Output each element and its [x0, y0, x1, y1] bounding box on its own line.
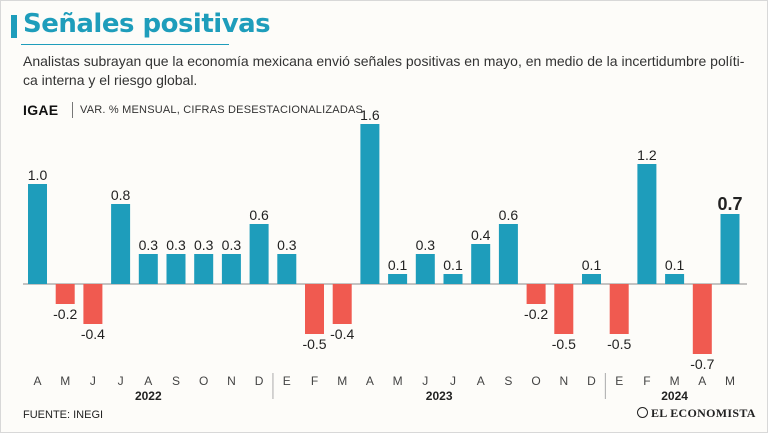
bar [332, 284, 352, 324]
data-label: 0.6 [499, 207, 519, 223]
x-tick-label: S [504, 374, 512, 388]
indicator-separator [72, 102, 73, 118]
data-label: -0.4 [81, 326, 105, 342]
data-label: 1.0 [28, 167, 48, 183]
x-tick-label: N [227, 374, 236, 388]
data-label: 1.6 [360, 107, 380, 123]
brand-logo: EL ECONOMISTA [637, 406, 756, 421]
data-label: 0.1 [443, 257, 463, 273]
bar [166, 254, 186, 284]
bar [388, 274, 408, 284]
x-tick-label: J [422, 374, 428, 388]
bar [360, 124, 380, 284]
x-tick-label: O [531, 374, 540, 388]
data-label: 0.3 [416, 237, 436, 253]
x-tick-label: M [60, 374, 70, 388]
data-label: 0.6 [249, 207, 269, 223]
x-tick-label: A [144, 374, 152, 388]
x-tick-label: S [172, 374, 180, 388]
data-label: 0.3 [194, 237, 214, 253]
bar [277, 254, 297, 284]
data-label: -0.5 [552, 336, 576, 352]
x-tick-label: A [366, 374, 374, 388]
data-label: 0.8 [111, 187, 131, 203]
title-accent-bar [11, 15, 17, 38]
bar [138, 254, 158, 284]
data-label: 1.2 [637, 147, 657, 163]
x-tick-label: A [33, 374, 41, 388]
data-label: -0.5 [302, 336, 326, 352]
bar [720, 214, 740, 284]
bar [637, 164, 657, 284]
x-tick-label: M [337, 374, 347, 388]
data-label: 0.1 [388, 257, 408, 273]
bar [692, 284, 712, 354]
data-label: 0.3 [139, 237, 159, 253]
x-tick-label: A [698, 374, 706, 388]
bar [83, 284, 103, 324]
x-tick-label: J [90, 374, 96, 388]
page-title: Señales positivas [23, 9, 271, 39]
bar [55, 284, 75, 304]
bar [249, 224, 269, 284]
bar [415, 254, 435, 284]
x-tick-label: J [450, 374, 456, 388]
x-tick-label: M [725, 374, 735, 388]
x-tick-label: D [255, 374, 264, 388]
units-label: VAR. % MENSUAL, CIFRAS DESESTACIONALIZAD… [80, 104, 364, 116]
bar [111, 204, 131, 284]
x-tick-label: M [393, 374, 403, 388]
year-label: 2024 [661, 389, 688, 403]
data-label: 0.7 [717, 194, 742, 214]
data-label: -0.2 [53, 306, 77, 322]
data-label: 0.3 [166, 237, 186, 253]
subtitle: Analistas subrayan que la economía mexic… [23, 53, 745, 88]
data-label: -0.5 [607, 336, 631, 352]
brand-icon [637, 407, 648, 418]
data-label: 0.4 [471, 227, 491, 243]
data-label: 0.1 [665, 257, 685, 273]
indicator-label: IGAE [23, 102, 59, 118]
data-label: 0.3 [277, 237, 297, 253]
bar [609, 284, 629, 334]
data-label: 0.1 [582, 257, 602, 273]
x-tick-label: A [477, 374, 485, 388]
data-label: -0.4 [330, 326, 354, 342]
data-label: 0.3 [222, 237, 242, 253]
bar [221, 254, 241, 284]
x-tick-label: N [559, 374, 568, 388]
x-tick-label: E [615, 374, 623, 388]
x-tick-label: J [118, 374, 124, 388]
title-underline [21, 44, 229, 45]
bar [582, 274, 601, 284]
bar [28, 184, 47, 284]
bar [194, 254, 214, 284]
bar [554, 284, 574, 334]
data-label: -0.7 [690, 356, 714, 372]
data-label: -0.2 [524, 306, 548, 322]
bar [498, 224, 518, 284]
x-tick-label: M [670, 374, 680, 388]
x-tick-label: D [587, 374, 596, 388]
x-tick-label: F [311, 374, 318, 388]
year-label: 2022 [135, 389, 162, 403]
year-label: 2023 [426, 389, 453, 403]
x-tick-label: O [199, 374, 208, 388]
bar [526, 284, 546, 304]
bar [443, 274, 463, 284]
bar [665, 274, 685, 284]
source-note: FUENTE: INEGI [23, 409, 104, 421]
brand-name: EL ECONOMISTA [651, 406, 756, 420]
bar [305, 284, 324, 334]
x-tick-label: E [283, 374, 291, 388]
x-tick-label: F [643, 374, 650, 388]
bar [471, 244, 491, 284]
